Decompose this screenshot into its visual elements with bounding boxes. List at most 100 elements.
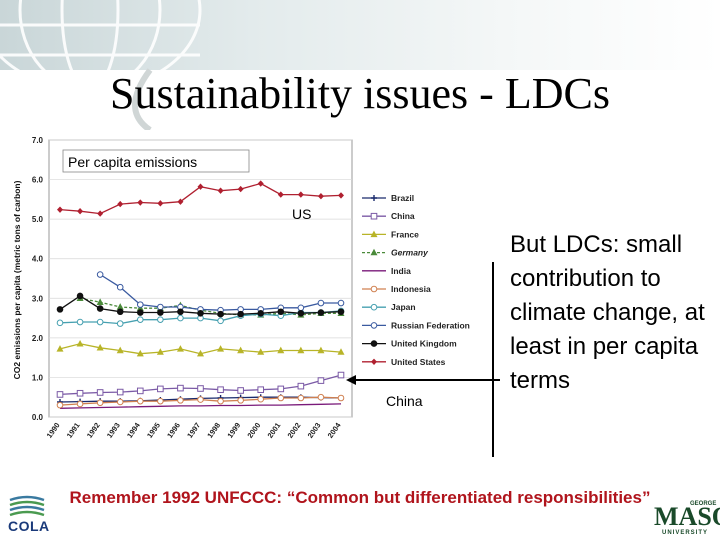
chart-legend: Brazil China France Germany India Indonesia Ja… bbox=[362, 193, 470, 367]
x-tick-label: 2003 bbox=[306, 421, 323, 440]
legend-marker bbox=[370, 285, 378, 293]
cola-logo-icon bbox=[9, 495, 45, 517]
y-tick-label: 5.0 bbox=[32, 215, 44, 224]
data-point bbox=[77, 208, 84, 215]
series-markers bbox=[56, 180, 345, 409]
data-point bbox=[136, 309, 144, 316]
data-point bbox=[337, 348, 345, 355]
data-point bbox=[277, 308, 285, 316]
data-point bbox=[177, 397, 184, 404]
data-point bbox=[338, 192, 344, 199]
data-point bbox=[157, 316, 164, 323]
data-point bbox=[297, 394, 305, 402]
data-point bbox=[197, 385, 204, 392]
data-point bbox=[317, 393, 325, 401]
data-point bbox=[277, 346, 285, 354]
data-point bbox=[117, 200, 124, 208]
data-point bbox=[96, 298, 104, 305]
legend-label: Brazil bbox=[391, 193, 414, 203]
legend-label: Germany bbox=[391, 248, 429, 258]
x-tick-label: 2000 bbox=[245, 421, 262, 440]
data-point bbox=[116, 398, 124, 406]
data-point bbox=[56, 391, 64, 398]
x-tick-label: 1991 bbox=[65, 421, 82, 440]
legend-label: France bbox=[391, 229, 419, 239]
data-point bbox=[96, 305, 104, 312]
legend-marker bbox=[370, 230, 378, 238]
data-point bbox=[257, 180, 264, 187]
y-tick-label: 3.0 bbox=[32, 294, 44, 303]
data-point bbox=[177, 308, 184, 316]
annotation-us: US bbox=[292, 206, 311, 222]
data-point bbox=[96, 389, 104, 396]
data-point bbox=[237, 397, 244, 404]
series-line-3 bbox=[79, 297, 341, 316]
legend-marker bbox=[370, 322, 378, 329]
callout-bracket bbox=[492, 262, 494, 457]
data-point bbox=[157, 385, 164, 393]
legend-marker bbox=[371, 358, 377, 365]
annotation-per-capita: Per capita emissions bbox=[68, 154, 197, 170]
data-point bbox=[277, 191, 284, 198]
data-point bbox=[56, 306, 64, 313]
x-tick-label: 1994 bbox=[125, 420, 142, 440]
legend-marker bbox=[370, 212, 378, 220]
legend-label: United Kingdom bbox=[391, 339, 457, 349]
x-tick-label: 1999 bbox=[225, 421, 242, 440]
data-point bbox=[96, 343, 104, 351]
y-tick-label: 1.0 bbox=[32, 373, 44, 382]
emissions-line-chart: 0.01.02.03.04.05.06.07.0 1990 1991 1992 199… bbox=[12, 136, 353, 440]
data-point bbox=[237, 346, 245, 354]
data-point bbox=[317, 377, 325, 384]
data-point bbox=[297, 382, 305, 390]
data-point bbox=[56, 319, 64, 327]
mason-logo-bottom: UNIVERSITY bbox=[662, 530, 709, 536]
data-point bbox=[116, 346, 124, 354]
data-point bbox=[277, 385, 285, 393]
legend-label: United States bbox=[391, 357, 446, 367]
data-point bbox=[136, 349, 144, 357]
legend-label: Indonesia bbox=[391, 284, 431, 294]
data-point bbox=[337, 371, 345, 379]
data-point bbox=[257, 395, 265, 403]
data-point bbox=[116, 283, 124, 291]
globe-graphic bbox=[0, 0, 202, 130]
data-point bbox=[217, 397, 224, 405]
data-point bbox=[116, 308, 124, 316]
data-point bbox=[197, 396, 204, 403]
data-point bbox=[76, 292, 84, 300]
data-point bbox=[196, 349, 205, 357]
x-tick-label: 1992 bbox=[85, 421, 102, 440]
callout-text: But LDCs: small contribution to climate … bbox=[510, 231, 705, 394]
data-point bbox=[337, 308, 345, 316]
data-point bbox=[157, 303, 164, 311]
data-point bbox=[337, 299, 345, 307]
data-point bbox=[176, 345, 184, 352]
data-point bbox=[217, 317, 224, 325]
mason-logo: MASON bbox=[654, 502, 720, 531]
x-tick-label: 1990 bbox=[45, 421, 62, 440]
data-point bbox=[156, 348, 164, 355]
data-point bbox=[116, 320, 124, 327]
x-tick-label: 2001 bbox=[265, 421, 282, 440]
data-point bbox=[277, 394, 285, 402]
data-point bbox=[76, 339, 84, 347]
legend-marker bbox=[370, 340, 378, 347]
data-point bbox=[116, 388, 124, 396]
data-point bbox=[177, 314, 184, 322]
x-tick-label: 2002 bbox=[286, 421, 303, 440]
data-point bbox=[317, 299, 325, 307]
series-line-4 bbox=[59, 403, 342, 409]
data-point bbox=[297, 191, 304, 198]
data-point bbox=[257, 386, 265, 393]
data-point bbox=[97, 210, 104, 217]
gridlines bbox=[49, 139, 352, 418]
data-point bbox=[197, 183, 204, 190]
y-tick-label: 4.0 bbox=[32, 255, 44, 264]
plot-area bbox=[48, 139, 353, 418]
data-point bbox=[297, 310, 305, 317]
x-tick-label: 1997 bbox=[185, 421, 202, 440]
data-point bbox=[317, 346, 325, 354]
annotation-box bbox=[62, 149, 250, 173]
x-tick-label: 1993 bbox=[105, 421, 122, 440]
